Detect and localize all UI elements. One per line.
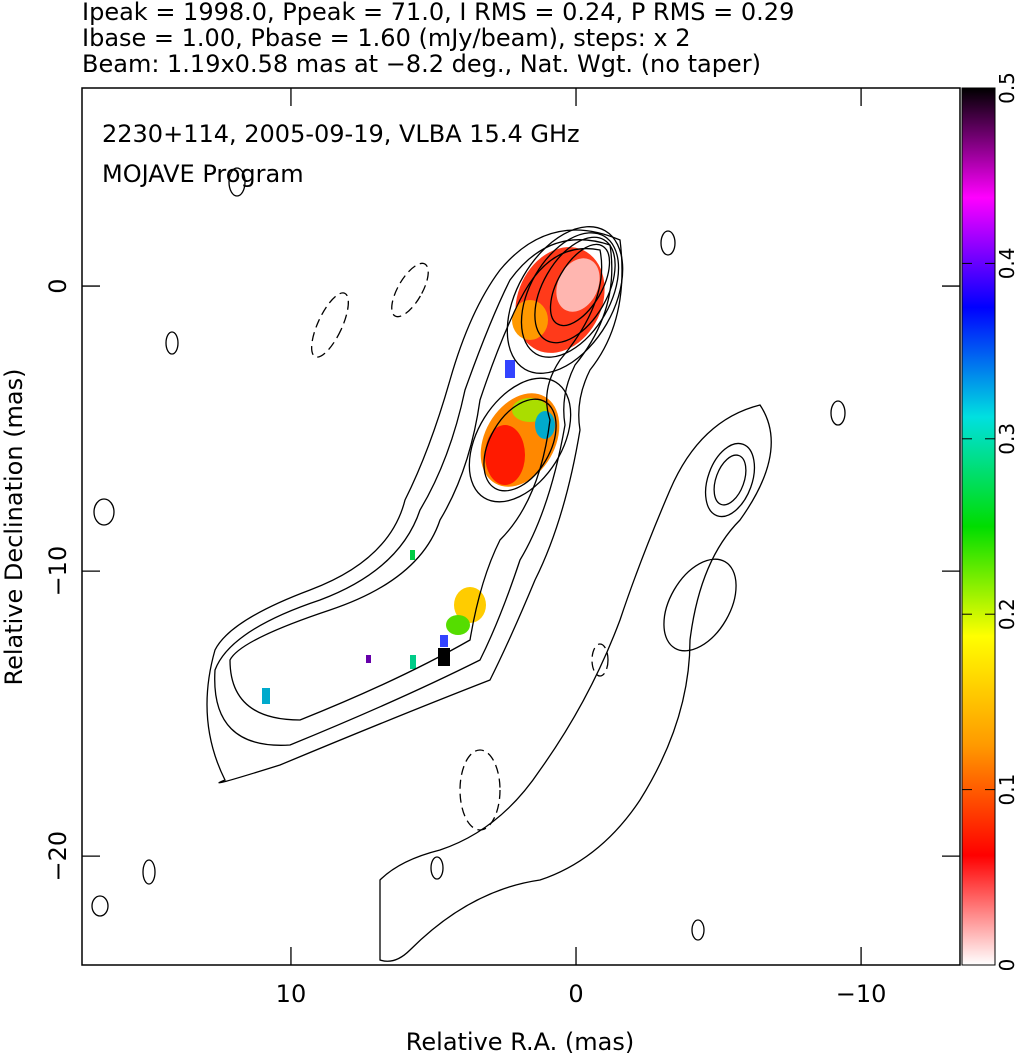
map-image [91, 167, 846, 962]
x-axis-label: Relative R.A. (mas) [406, 1028, 634, 1056]
colorbar-tick-label: 0.5 [995, 72, 1019, 104]
annotation: 2230+114, 2005-09-19, VLBA 15.4 GHz [102, 120, 580, 148]
colorbar [961, 87, 996, 966]
colorbar-tick-label: 0.2 [995, 598, 1019, 630]
y-tick-label: 0 [44, 278, 72, 293]
colorbar-tick-label: 0.4 [995, 247, 1019, 279]
colorbar-tick-label: 0 [995, 959, 1019, 972]
annotation: MOJAVE Program [102, 160, 304, 188]
y-tick-label: −10 [44, 546, 72, 597]
header-line: Ibase = 1.00, Pbase = 1.60 (mJy/beam), s… [82, 24, 691, 52]
colorbar-tick-label: 0.3 [995, 423, 1019, 455]
plot-frame [81, 87, 961, 966]
x-tick-label: −10 [836, 980, 887, 1008]
y-tick-label: −20 [44, 831, 72, 882]
y-axis-label: Relative Declination (mas) [0, 368, 28, 685]
x-tick-label: 10 [276, 980, 307, 1008]
header-line: Beam: 1.19x0.58 mas at −8.2 deg., Nat. W… [82, 50, 761, 78]
colorbar-tick-label: 0.1 [995, 774, 1019, 806]
x-tick-label: 0 [568, 980, 583, 1008]
header-line: Ipeak = 1998.0, Ppeak = 71.0, I RMS = 0.… [82, 0, 794, 26]
